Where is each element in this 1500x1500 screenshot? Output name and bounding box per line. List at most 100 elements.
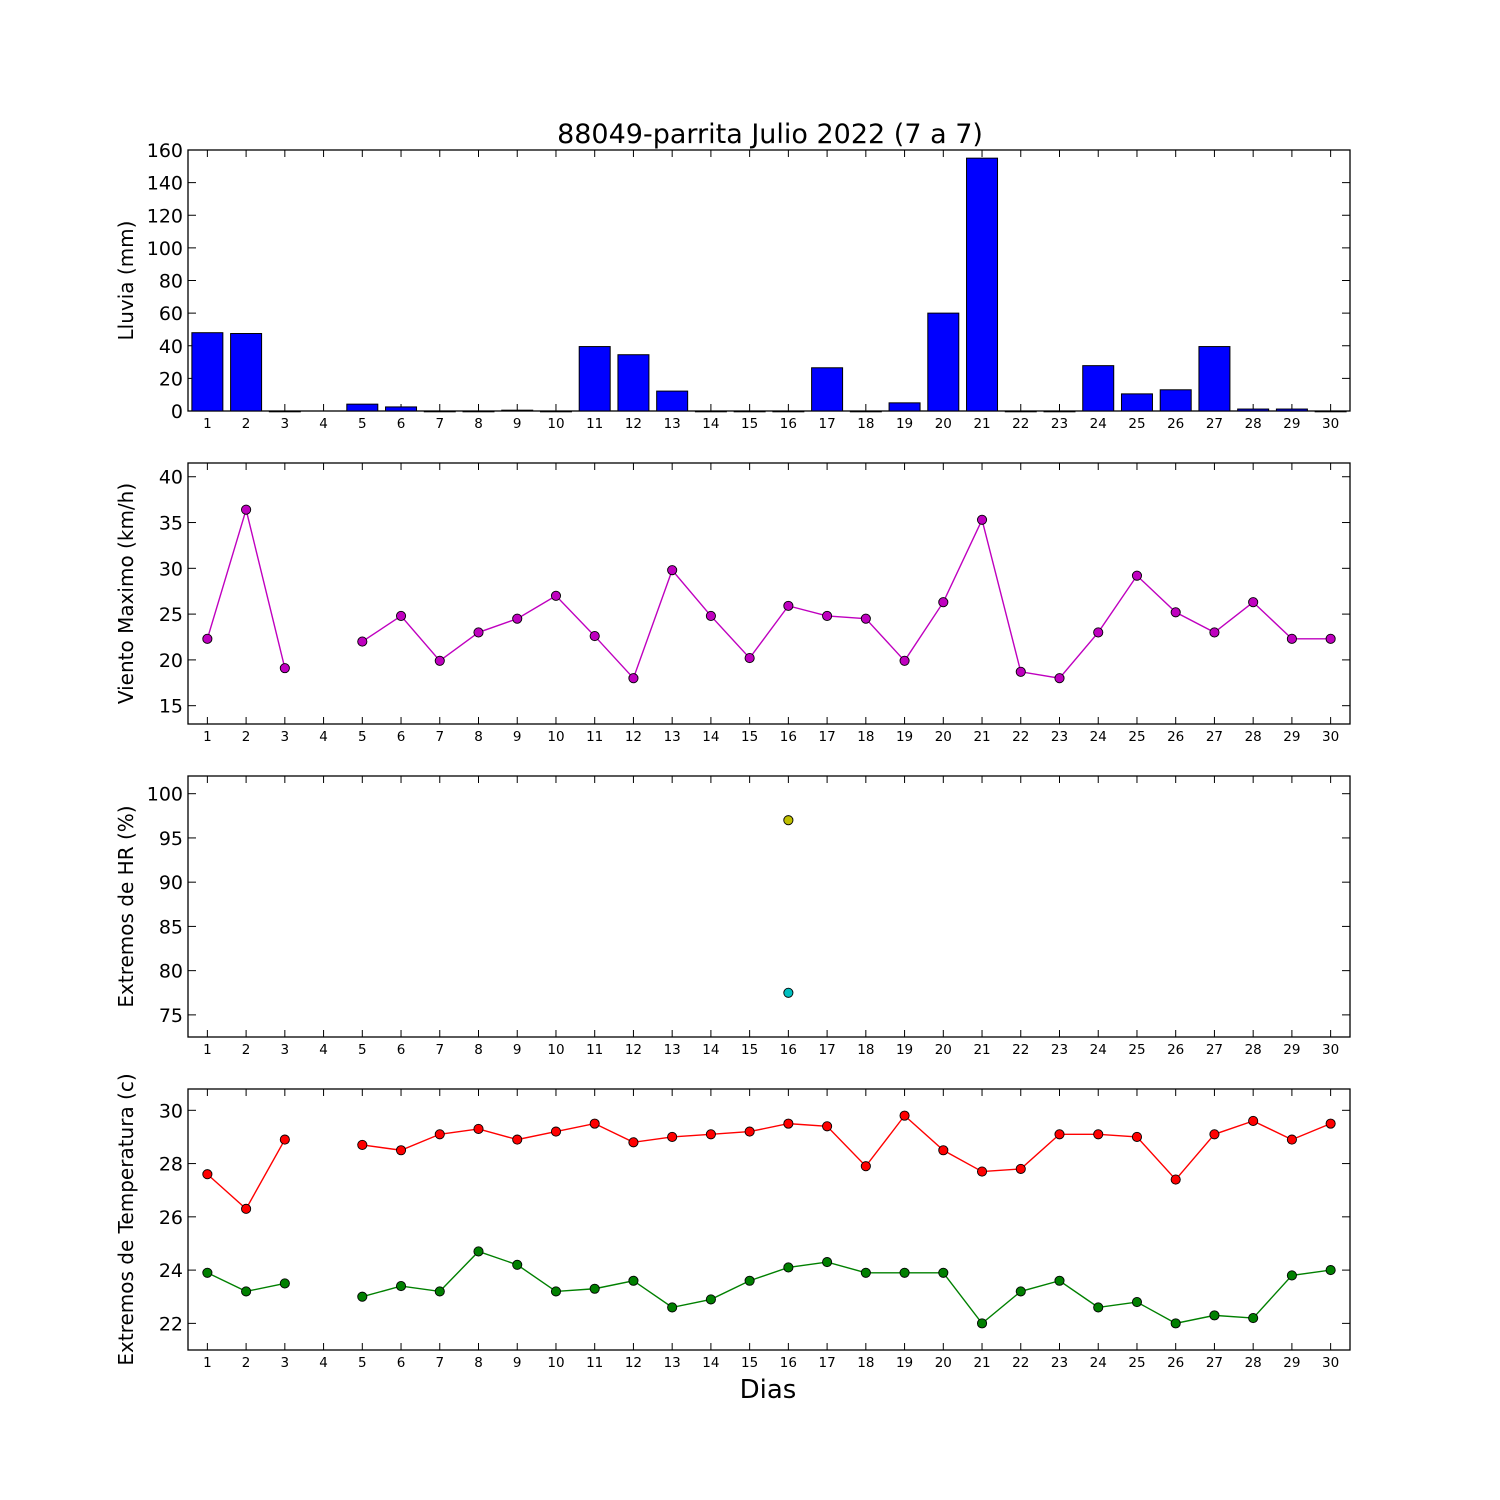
wind-xtick-label: 4: [319, 729, 328, 745]
temperature-ytick-label: 22: [159, 1313, 183, 1335]
wind-series-0-point-day-18: [860, 613, 871, 624]
temperature-xtick-label: 23: [1051, 1355, 1068, 1371]
temperature-xtick-label: 25: [1128, 1355, 1145, 1371]
humidity-xtick-label: 12: [625, 1042, 642, 1058]
wind-ytick-label: 15: [159, 696, 183, 718]
temperature-series-1-point-day-18: [860, 1267, 871, 1278]
temperature-xtick-label: 15: [741, 1355, 758, 1371]
rain-bar-day-30: [1314, 410, 1347, 413]
temperature-series-1-point-day-25: [1131, 1297, 1143, 1308]
temperature-series-1-point-day-6: [395, 1281, 407, 1292]
humidity-ytick-label: 95: [159, 828, 183, 850]
humidity-ytick-label: 100: [147, 784, 183, 806]
temperature-xtick-label: 22: [1012, 1355, 1029, 1371]
temperature-xtick-label: 20: [935, 1355, 952, 1371]
wind-series-0-point-day-21: [976, 514, 988, 525]
wind-series-0-point-day-19: [899, 655, 910, 666]
wind-series-0-point-day-20: [938, 597, 949, 608]
humidity-xtick-label: 1: [203, 1042, 212, 1058]
temperature-xtick-label: 4: [319, 1355, 328, 1371]
humidity-xtick-label: 15: [741, 1042, 758, 1058]
temperature-series-0-point-day-23: [1054, 1129, 1065, 1140]
wind-series-0-point-day-27: [1209, 627, 1220, 638]
rain-bar-day-6: [385, 406, 418, 412]
temperature-series-0-point-day-28: [1248, 1115, 1259, 1127]
wind-series-0-point-day-5: [357, 636, 368, 647]
wind-xtick-label: 7: [435, 729, 444, 745]
rain-xtick-label: 12: [625, 416, 642, 432]
temperature-series-1-point-day-14: [705, 1294, 716, 1305]
rain-xtick-label: 17: [819, 416, 836, 432]
temperature-xtick-label: 24: [1090, 1355, 1107, 1371]
temperature-series-1-point-day-27: [1209, 1310, 1220, 1321]
humidity-xtick-label: 30: [1322, 1042, 1339, 1058]
rain-xtick-label: 3: [281, 416, 290, 432]
temperature-series-0-point-day-26: [1170, 1174, 1181, 1185]
temperature-series-1-point-day-23: [1054, 1275, 1065, 1286]
wind-xtick-label: 23: [1051, 729, 1068, 745]
rain-ytick-label: 160: [147, 140, 183, 162]
rain-xtick-label: 19: [896, 416, 913, 432]
rain-xtick-label: 4: [319, 416, 328, 432]
temperature-xtick-label: 10: [547, 1355, 564, 1371]
wind-xtick-label: 11: [586, 729, 603, 745]
humidity-xtick-label: 16: [780, 1042, 797, 1058]
wind-xtick-label: 28: [1245, 729, 1262, 745]
temperature-plot-area: [187, 1088, 1351, 1351]
humidity-xtick-label: 21: [973, 1042, 990, 1058]
rain-bar-day-28: [1237, 408, 1270, 412]
rain-bar-day-22: [1004, 410, 1037, 413]
rain-bar-day-9: [501, 409, 534, 412]
wind-series-0-point-day-17: [822, 610, 833, 621]
temperature-series-1-point-day-5: [357, 1291, 368, 1302]
rain-xtick-label: 15: [741, 416, 758, 432]
rain-bar-day-19: [888, 402, 921, 412]
humidity-plot-area: [187, 775, 1351, 1038]
wind-xtick-label: 8: [474, 729, 483, 745]
wind-series-0-point-day-2: [241, 504, 252, 515]
wind-series-0-point-day-12: [628, 673, 639, 684]
temperature-series-1-point-day-13: [667, 1302, 678, 1313]
wind-series-0-point-day-14: [705, 610, 716, 621]
wind-series-0-point-day-28: [1248, 597, 1259, 608]
temperature-xtick-label: 9: [513, 1355, 522, 1371]
wind-y-axis-label: Viento Maximo (km/h): [114, 483, 138, 704]
humidity-xtick-label: 2: [242, 1042, 251, 1058]
wind-xtick-label: 18: [857, 729, 874, 745]
temperature-xtick-label: 12: [625, 1355, 642, 1371]
temperature-series-1-point-day-12: [628, 1275, 639, 1286]
temperature-series-1-point-day-28: [1248, 1312, 1259, 1324]
rain-xtick-label: 10: [547, 416, 564, 432]
humidity-xtick-label: 4: [319, 1042, 328, 1058]
humidity-xtick-label: 26: [1167, 1042, 1184, 1058]
rain-bar-day-20: [927, 312, 960, 412]
rain-xtick-label: 14: [702, 416, 719, 432]
wind-series-0-point-day-10: [550, 590, 562, 601]
temperature-series-0-point-day-9: [512, 1134, 523, 1145]
temperature-series-0-point-day-29: [1286, 1134, 1297, 1145]
wind-series-0-point-day-15: [744, 653, 755, 664]
temperature-y-axis-label: Extremos de Temperatura (c): [114, 1073, 138, 1365]
rain-ytick-label: 60: [159, 303, 183, 325]
wind-xtick-label: 6: [397, 729, 406, 745]
temperature-series-1-point-day-11: [589, 1283, 600, 1294]
rain-bar-day-5: [346, 403, 379, 412]
wind-series-0-point-day-25: [1131, 570, 1143, 581]
rain-xtick-label: 1: [203, 416, 212, 432]
humidity-xtick-label: 29: [1283, 1042, 1300, 1058]
temperature-series-1-point-day-9: [512, 1259, 523, 1270]
wind-ytick-label: 20: [159, 650, 183, 672]
temperature-xtick-label: 16: [780, 1355, 797, 1371]
rain-ytick-label: 20: [159, 368, 183, 390]
temperature-series-0-point-day-15: [744, 1126, 755, 1137]
rain-bar-day-3: [268, 410, 301, 413]
humidity-y-axis-label: Extremos de HR (%): [114, 805, 138, 1007]
rain-bar-day-16: [772, 410, 805, 413]
temperature-series-0-point-day-16: [783, 1118, 794, 1129]
temperature-xtick-label: 7: [435, 1355, 444, 1371]
rain-xtick-label: 28: [1245, 416, 1262, 432]
chart-title: 88049-parrita Julio 2022 (7 a 7): [557, 119, 983, 150]
temperature-series-0-point-day-2: [241, 1203, 252, 1214]
